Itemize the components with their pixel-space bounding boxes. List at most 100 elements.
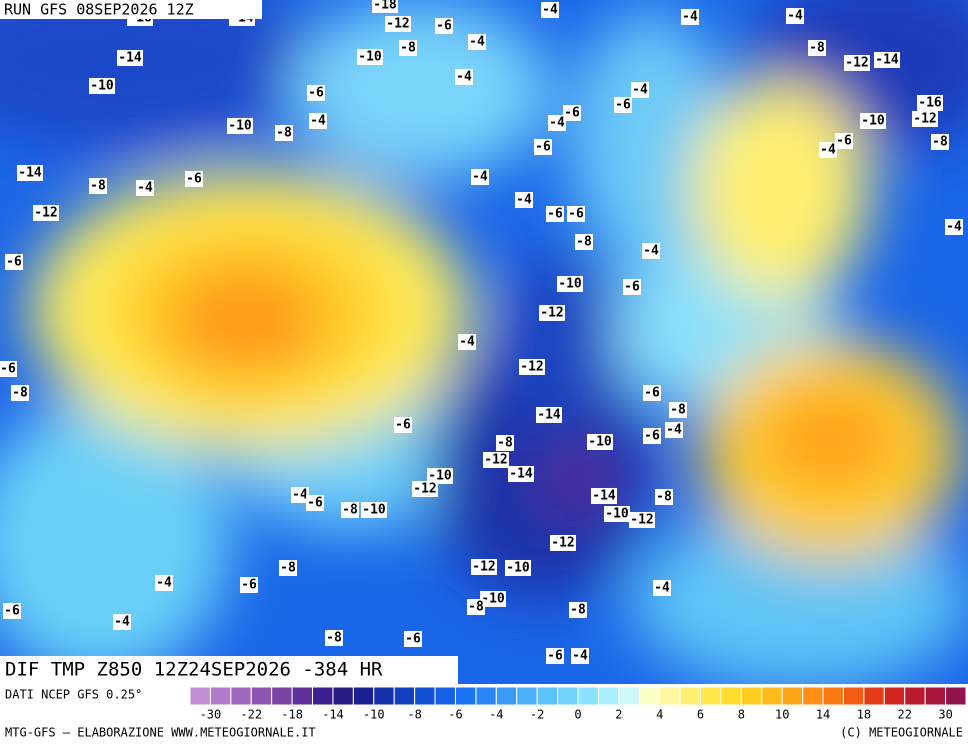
colorbar-tick-label: 0 [574, 708, 581, 722]
colorbar-swatch [659, 686, 681, 706]
contour-label-bg [155, 575, 173, 591]
contour-label: -6 [644, 429, 660, 444]
contour-label: -12 [551, 536, 574, 551]
contour-label-bg [945, 219, 963, 235]
contour-label-bg [309, 113, 327, 129]
contour-label: -18 [373, 0, 397, 13]
contour-label-bg [563, 105, 581, 121]
contour-label-bg [467, 599, 485, 615]
colorbar-swatch [802, 686, 824, 706]
contour-label: -4 [472, 170, 488, 185]
colorbar-swatch [557, 686, 579, 706]
contour-label: -16 [918, 96, 942, 111]
colorbar-swatch [904, 686, 926, 706]
contour-label-bg [819, 142, 837, 158]
colorbar-tick-label: -8 [407, 708, 421, 722]
colorbar-tick-label: 6 [697, 708, 704, 722]
contour-label-bg [471, 559, 497, 575]
contour-label: -12 [386, 17, 409, 32]
contour-label-bg [361, 502, 387, 518]
contour-label: -6 [644, 386, 660, 401]
colorbar-swatch [945, 686, 967, 706]
contour-label: -6 [535, 140, 551, 155]
contour-label: -4 [542, 3, 558, 18]
contour-label-bg [480, 591, 506, 607]
contour-label: -10 [605, 507, 629, 522]
contour-label-bg [631, 82, 649, 98]
contour-label-bg [669, 402, 687, 418]
contour-label: -4 [156, 576, 172, 591]
colorbar-swatch [761, 686, 783, 706]
contour-label-bg [341, 502, 359, 518]
contour-label-bg [917, 95, 943, 111]
contour-label-bg [567, 206, 585, 222]
contour-label: -6 [615, 98, 631, 113]
colorbar-swatch [189, 686, 211, 706]
contour-label: -8 [809, 41, 825, 56]
contour-label-bg [539, 305, 565, 321]
contour-label-bg [515, 192, 533, 208]
contour-label-bg [17, 165, 43, 181]
contour-label: -6 [241, 578, 257, 593]
contour-label: -4 [643, 244, 659, 259]
contour-label: -8 [90, 179, 106, 194]
colorbar-swatch [883, 686, 906, 706]
contour-label-bg [548, 115, 566, 131]
contour-label-bg [546, 206, 564, 222]
contour-label: -8 [400, 41, 416, 56]
colorbar-tick-label: 2 [615, 708, 622, 722]
contour-label: -8 [576, 235, 592, 250]
contour-label-bg [786, 8, 804, 24]
colorbar-swatch [373, 686, 395, 706]
contour-labels: -18-12-6-4-4-4-14-16-14-10-8-4-8-12-14-1… [0, 0, 963, 664]
colorbar: -30 -22 -18 -14 -10 -8 -6 -4 -2 0 2 4 6 8 10 14 18 22 30 [189, 686, 967, 722]
contour-label: -6 [308, 86, 324, 101]
contour-label: -4 [292, 488, 308, 503]
colorbar-tick-label: -18 [281, 708, 303, 722]
contour-label-bg [227, 118, 253, 134]
contour-label: -10 [358, 50, 382, 65]
contour-label-bg [307, 85, 325, 101]
colorbar-swatch [250, 686, 273, 706]
contour-label-bg [844, 55, 870, 71]
contour-label-bg [653, 580, 671, 596]
contour-label-bg [399, 40, 417, 56]
colorbar-tick-label: -10 [363, 708, 385, 722]
contour-label: -6 [624, 280, 640, 295]
contour-label: -8 [497, 436, 513, 451]
contour-label-bg [623, 279, 641, 295]
contour-label: -6 [307, 496, 323, 511]
contour-label-bg [412, 481, 438, 497]
contour-label: -14 [18, 166, 42, 181]
contour-label: -4 [654, 581, 670, 596]
contour-label: -4 [456, 70, 472, 85]
colorbar-swatch [577, 686, 599, 706]
colorbar-swatch [638, 686, 661, 706]
contour-label-bg [89, 178, 107, 194]
contour-label-bg [5, 254, 23, 270]
contour-label-bg [185, 171, 203, 187]
colorbar-swatch [475, 686, 497, 706]
colorbar-swatch [679, 686, 702, 706]
colorbar-tick-label: 22 [898, 708, 912, 722]
contour-label: -12 [913, 112, 936, 127]
contour-label-bg [404, 631, 422, 647]
contour-label-bg [604, 506, 630, 522]
contour-label: -4 [459, 335, 475, 350]
contour-label: -4 [820, 143, 836, 158]
contour-label: -4 [310, 114, 326, 129]
contour-label: -14 [875, 53, 899, 68]
colorbar-tick-label: -30 [200, 708, 222, 722]
contour-label: -6 [395, 418, 411, 433]
colorbar-swatch [230, 686, 252, 706]
run-label: RUN GFS 08SEP2026 12Z [4, 1, 194, 19]
contour-label-bg [614, 97, 632, 113]
contour-label: -14 [537, 408, 561, 423]
contour-label-bg [117, 50, 143, 66]
colorbar-swatch [536, 686, 559, 706]
contour-label-bg [808, 40, 826, 56]
contour-label: -10 [588, 435, 612, 450]
colorbar-swatch [352, 686, 375, 706]
map-field [0, 0, 968, 684]
contour-label: -12 [845, 56, 868, 71]
